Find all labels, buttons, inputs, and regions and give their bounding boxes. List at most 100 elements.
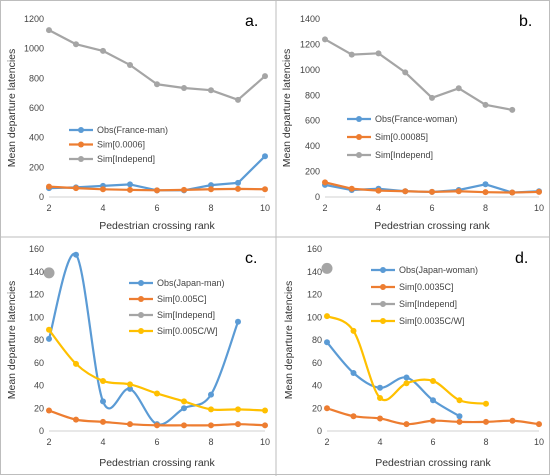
panel-label: a. [245,13,258,30]
legend-marker [380,267,386,273]
legend-marker [138,296,144,302]
data-point [235,421,241,428]
data-point [402,188,409,195]
data-point [181,405,187,412]
data-point [482,189,489,196]
data-point [43,267,55,279]
data-point [46,407,52,414]
data-point [127,421,133,428]
data-point [73,360,79,367]
x-tick-label: 10 [260,437,270,447]
panel-label: c. [245,250,257,267]
data-point [235,179,241,186]
legend-marker [138,312,144,318]
y-axis-title: Mean departure latencies [6,281,18,400]
data-point [348,185,355,192]
data-point [154,81,160,88]
y-tick-label: 80 [312,335,322,345]
data-point [181,422,187,429]
legend-label: Sim[0.0006] [97,140,145,150]
data-point [509,189,516,196]
data-point [456,418,463,425]
data-point [350,413,357,420]
legend-marker [78,127,84,133]
legend-label: Sim[0.0035C] [399,282,454,292]
y-tick-label: 400 [29,133,44,143]
data-point [483,418,489,425]
data-point [456,397,463,404]
y-tick-label: 40 [34,381,44,391]
y-axis-title: Mean departure latencies [283,281,295,400]
data-point [46,183,52,190]
data-point [403,380,410,387]
data-point [455,188,462,195]
data-point [208,182,214,189]
y-tick-label: 40 [312,381,322,391]
chart-panel-1: 0 200 400 600 800 1000 1200 2 4 6 8 10 Pedestrian cr… [6,13,270,232]
x-tick-label: 10 [534,437,544,447]
legend-label: Obs(France-woman) [375,114,458,124]
data-point [73,416,79,423]
legend-label: Sim[Independ] [157,310,215,320]
data-point [127,385,133,392]
data-point [235,96,241,103]
x-tick-label: 6 [154,203,159,213]
data-point [430,377,436,384]
data-point [509,417,516,424]
y-tick-label: 0 [317,426,322,436]
data-point [430,397,436,404]
x-tick-label: 8 [208,203,213,213]
data-point [100,47,106,54]
legend-marker [138,328,144,334]
data-point [154,187,160,194]
x-tick-label: 8 [483,437,488,447]
data-point [350,327,357,334]
data-point [73,251,79,258]
data-point [350,369,357,376]
x-tick-label: 2 [46,203,51,213]
y-tick-label: 60 [34,358,44,368]
data-point [181,186,187,193]
data-point [154,390,160,397]
legend-label: Obs(France-man) [97,125,168,135]
data-point [100,377,106,384]
data-point [127,61,133,68]
y-tick-label: 60 [312,358,322,368]
y-tick-label: 120 [29,290,44,300]
data-point [208,186,214,193]
x-tick-label: 10 [260,203,270,213]
x-axis-title: Pedestrian crossing rank [375,457,491,469]
y-tick-label: 20 [312,403,322,413]
data-point [536,421,542,428]
legend-label: Sim[0.005C] [157,294,207,304]
legend-marker [78,156,84,162]
data-point [262,407,268,414]
data-point [482,181,489,188]
data-point [456,413,463,420]
data-point [324,405,330,412]
data-point [181,398,187,405]
data-point [208,391,214,398]
y-tick-label: 200 [29,162,44,172]
data-point [403,374,410,381]
legend-label: Sim[0.005C/W] [157,326,218,336]
data-point [324,313,330,320]
series-line [326,315,487,405]
legend-marker [380,318,386,324]
x-axis-title: Pedestrian crossing rank [374,220,490,232]
x-tick-label: 4 [377,437,382,447]
panel-label: b. [519,13,532,30]
series-line [48,329,266,412]
data-point [324,339,330,346]
data-point [100,186,106,193]
data-point [46,326,52,333]
data-point [262,422,268,429]
x-tick-label: 8 [208,437,213,447]
chart-panel-3: 0 20 40 60 80 100 120 140 160 2 4 6 8 10 Pedestrian cr… [6,244,270,469]
y-tick-label: 160 [29,244,44,254]
data-point [455,85,462,92]
legend-label: Sim[0.00085] [375,132,428,142]
data-point [262,73,268,80]
x-tick-label: 2 [324,437,329,447]
